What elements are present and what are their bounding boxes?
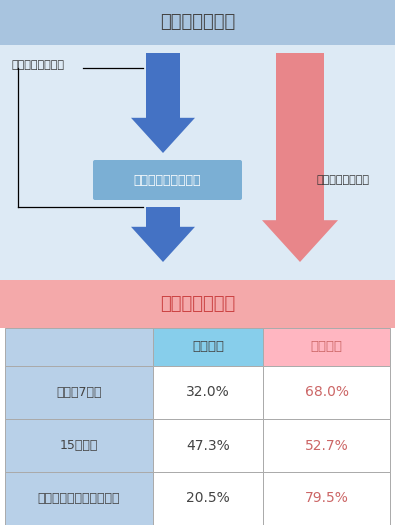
Bar	[153, 366, 263, 419]
Bar	[263, 328, 390, 366]
Text: 68.0%: 68.0%	[305, 385, 348, 400]
Text: 79.5%: 79.5%	[305, 491, 348, 506]
Bar	[5, 366, 153, 419]
Bar	[0, 280, 395, 328]
Text: 直接効果: 直接効果	[310, 341, 342, 353]
Bar	[153, 419, 263, 472]
Text: 15歳成績: 15歳成績	[60, 439, 98, 452]
Bar	[263, 419, 390, 472]
Bar	[153, 328, 263, 366]
Bar	[0, 45, 395, 280]
Text: 52.7%: 52.7%	[305, 438, 348, 453]
FancyBboxPatch shape	[93, 160, 242, 200]
Bar	[153, 472, 263, 525]
Bar	[263, 472, 390, 525]
Text: 未成年時の環境: 未成年時の環境	[160, 14, 235, 32]
Bar	[0, 0, 395, 45]
Bar	[5, 472, 153, 525]
Text: 学歴（大卒か否か）: 学歴（大卒か否か）	[134, 173, 201, 186]
Bar	[263, 366, 390, 419]
Text: 現時点での賃金: 現時点での賃金	[160, 295, 235, 313]
Bar	[5, 328, 153, 366]
Polygon shape	[131, 53, 195, 153]
Polygon shape	[262, 53, 338, 262]
Text: 47.3%: 47.3%	[186, 438, 230, 453]
Text: 間接効果: 間接効果	[192, 341, 224, 353]
Text: 賃金への直接効果: 賃金への直接効果	[316, 175, 369, 185]
Bar	[5, 419, 153, 472]
Text: 20.5%: 20.5%	[186, 491, 230, 506]
Polygon shape	[131, 207, 195, 262]
Text: 蔵書（7歳）: 蔵書（7歳）	[56, 386, 102, 399]
Text: 賃金への間接効果: 賃金への間接効果	[12, 60, 65, 70]
Text: 部長・キャプテン・会長: 部長・キャプテン・会長	[38, 492, 120, 505]
Text: 32.0%: 32.0%	[186, 385, 230, 400]
